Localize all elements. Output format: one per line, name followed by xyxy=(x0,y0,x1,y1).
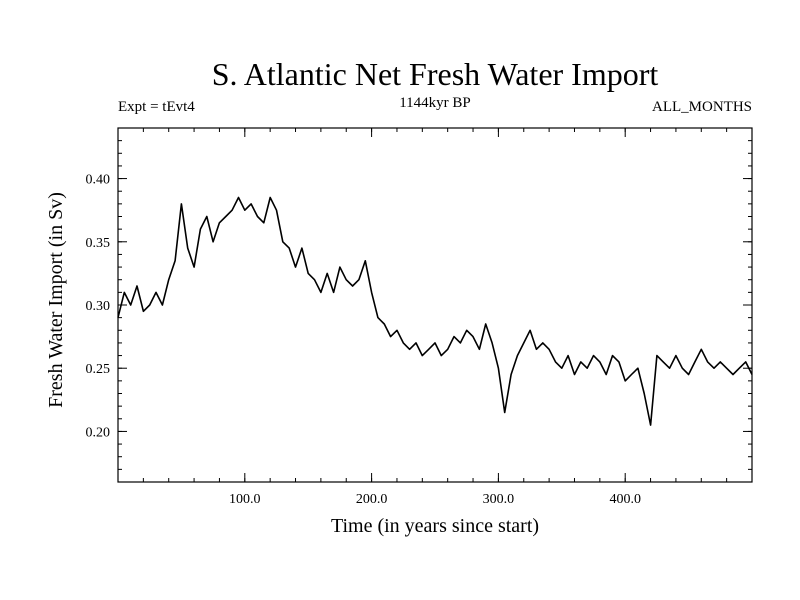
experiment-label: Expt = tEvt4 xyxy=(118,99,195,115)
date-label: 1144kyr BP xyxy=(399,95,471,111)
x-axis-label: Time (in years since start) xyxy=(331,515,539,537)
plot-frame xyxy=(117,127,753,483)
x-tick-label: 200.0 xyxy=(356,492,388,507)
plot-area: 100.0 200.0 300.0 400.0 0.20 0.25 0.30 0.35 0.40 xyxy=(86,127,753,507)
chart-title: S. Atlantic Net Fresh Water Import xyxy=(212,56,659,92)
y-tick-label: 0.25 xyxy=(86,362,111,377)
x-tick-label: 300.0 xyxy=(483,492,515,507)
months-label: ALL_MONTHS xyxy=(652,99,752,115)
y-tick-label: 0.40 xyxy=(86,173,111,188)
series-line xyxy=(117,196,753,426)
y-tick-label: 0.30 xyxy=(86,299,111,314)
y-tick-label: 0.20 xyxy=(86,425,111,440)
y-axis-label: Fresh Water Import (in Sv) xyxy=(45,192,67,408)
x-tick-label: 100.0 xyxy=(229,492,261,507)
x-tick-label: 400.0 xyxy=(609,492,641,507)
y-tick-label: 0.35 xyxy=(86,236,111,251)
